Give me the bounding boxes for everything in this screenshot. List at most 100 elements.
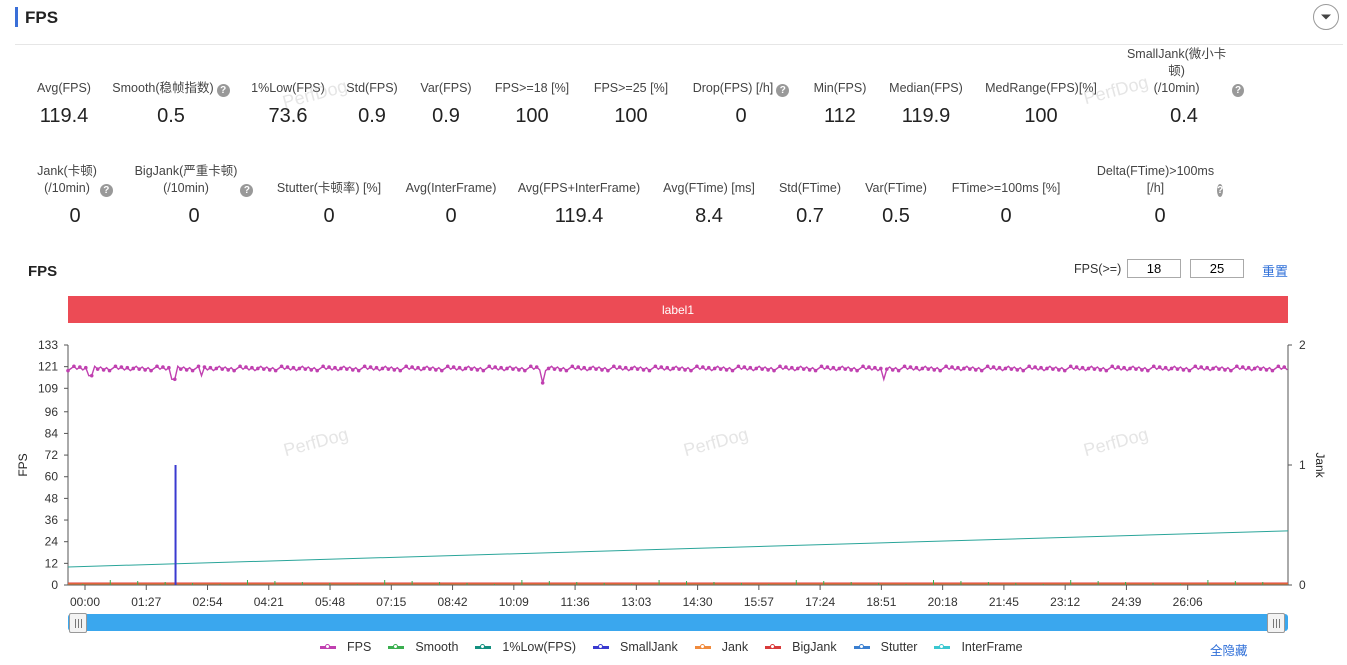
series-fps-point (1080, 365, 1085, 370)
collapse-button[interactable] (1313, 4, 1339, 30)
series-fps-point (386, 367, 391, 371)
stat-label-text: Drop(FPS) [/h] (692, 81, 774, 95)
stat-label-text: Smooth(稳帧指数) (112, 81, 214, 95)
series-fps-point (511, 367, 515, 371)
stat-label-text: Delta(FTime)>100ms [/h] (1096, 164, 1215, 195)
series-fps-point (612, 364, 616, 369)
series-fps-point (801, 367, 806, 371)
stat-value: 0.9 (358, 105, 386, 127)
stat-label-text: Var(FPS) (420, 81, 472, 95)
help-icon[interactable]: ? (240, 184, 254, 197)
legend-item[interactable]: SmallJank (593, 640, 678, 654)
y-tick-label: 133 (38, 338, 58, 352)
series-fps-point (807, 368, 812, 372)
stat-item: FTime>=100ms [%] 0 (946, 163, 1066, 228)
stat-label-text: Avg(FPS+InterFrame) (517, 181, 641, 195)
help-icon[interactable]: ? (1217, 184, 1224, 197)
stat-item: Min(FPS) 112 (780, 63, 900, 128)
series-fps-point (534, 365, 539, 369)
chevron-down-icon (1321, 14, 1331, 20)
series-fps-point (831, 365, 836, 370)
fps-threshold-input-2[interactable] (1190, 259, 1244, 278)
series-fps-point (439, 368, 444, 373)
series-fps-point (1235, 364, 1239, 369)
series-fps-point (131, 366, 136, 371)
stat-value: 8.4 (695, 205, 723, 227)
series-fps-point (742, 365, 747, 369)
range-handle-left[interactable] (69, 613, 87, 633)
series-fps-point (659, 365, 664, 369)
series-fps-point (362, 364, 367, 369)
series-fps-point (167, 365, 171, 370)
legend-item[interactable]: FPS (320, 640, 371, 654)
legend-item[interactable]: BigJank (765, 640, 837, 654)
series-fps-point (896, 368, 901, 373)
chart-title: FPS (28, 263, 58, 280)
help-icon[interactable]: ? (216, 84, 230, 97)
series-fps-point (902, 364, 907, 369)
stat-item: SmallJank(微小卡顿) (/10min)? 0.4 (1124, 47, 1244, 128)
stat-value: 0 (445, 205, 457, 227)
series-fps-point (908, 365, 913, 369)
legend-swatch-dot (598, 643, 604, 649)
series-fps-point (101, 368, 106, 372)
stat-value: 0 (188, 205, 200, 227)
series-fps-point (1128, 366, 1132, 371)
legend-item[interactable]: InterFrame (934, 640, 1023, 654)
series-fps-point (1199, 365, 1204, 369)
series-fps-point (137, 367, 141, 371)
series-fps-point (594, 367, 598, 371)
legend-label: 1%Low(FPS) (502, 640, 577, 654)
series-fps-point (861, 364, 865, 369)
series-fps-point (1146, 368, 1150, 373)
series-fps-point (944, 364, 948, 369)
stat-label: Avg(FPS+InterFrame) (517, 163, 641, 197)
stat-label-text: Avg(FPS) (37, 81, 91, 95)
x-tick-label: 10:09 (499, 595, 529, 609)
legend-item[interactable]: Stutter (853, 640, 917, 654)
series-fps-point (226, 368, 230, 372)
series-fps-point (736, 364, 741, 369)
series-fps-point (890, 368, 895, 372)
legend-item[interactable]: Jank (694, 640, 748, 654)
help-icon[interactable]: ? (99, 184, 113, 197)
stat-label: Var(FTime) (836, 163, 956, 197)
series-fps-point (356, 368, 361, 373)
stat-label: Avg(FTime) [ms] (649, 163, 769, 197)
series-fps-point (517, 368, 521, 372)
hide-all-link[interactable]: 全隐藏 (1210, 644, 1248, 658)
stat-label-text: Std(FPS) (346, 81, 398, 95)
label-band[interactable]: label1 (68, 296, 1288, 323)
help-icon[interactable]: ? (776, 84, 790, 97)
x-tick-label: 23:12 (1050, 595, 1080, 609)
reset-link[interactable]: 重置 (1262, 264, 1289, 279)
series-fps-point (1187, 368, 1192, 373)
series-fps-point (410, 365, 414, 369)
x-tick-label: 07:15 (376, 595, 406, 609)
x-tick-label: 20:18 (928, 595, 958, 609)
range-handle-right[interactable] (1267, 613, 1285, 633)
help-icon[interactable]: ? (1232, 84, 1244, 97)
series-fps-point (83, 365, 88, 370)
series-fps-point (552, 367, 557, 371)
fps-threshold-input-1[interactable] (1127, 259, 1181, 278)
series-fps-point (819, 364, 824, 369)
series-fps-point (416, 365, 420, 370)
stat-value: 0 (323, 205, 335, 227)
series-fps-point (546, 366, 551, 371)
series-fps-point (487, 364, 492, 369)
series-fps-point (695, 364, 699, 369)
series-fps-point (629, 366, 634, 371)
series-fps-point (730, 368, 735, 373)
stat-label-text: FPS>=25 [%] (593, 81, 669, 95)
y2-axis-label: Jank (1313, 452, 1327, 478)
time-range-slider[interactable] (68, 614, 1288, 631)
legend-item[interactable]: 1%Low(FPS) (475, 640, 576, 654)
x-tick-label: 02:54 (193, 595, 223, 609)
series-fps-point (244, 365, 248, 369)
series-fps-point (184, 368, 189, 372)
series-fps-point (238, 364, 242, 369)
legend-item[interactable]: Smooth (388, 640, 458, 654)
series-fps-point (873, 365, 877, 370)
